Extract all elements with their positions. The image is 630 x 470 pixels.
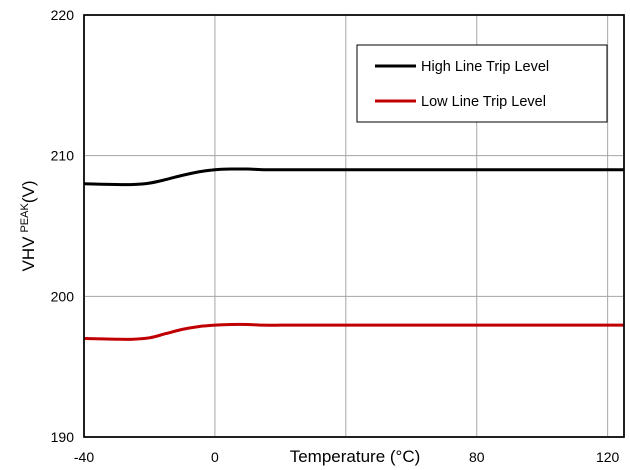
x-tick-label: -40 bbox=[74, 449, 94, 465]
y-tick-label: 220 bbox=[51, 7, 75, 23]
y-tick-label: 200 bbox=[51, 288, 75, 304]
legend-box bbox=[356, 44, 608, 123]
plot-border bbox=[83, 14, 625, 438]
x-tick-label: 0 bbox=[211, 449, 219, 465]
tick-labels: -40 0 80 120 190 200 210 220 bbox=[51, 7, 620, 465]
series-lines bbox=[83, 167, 624, 341]
x-tick-label: 80 bbox=[469, 449, 485, 465]
y-tick-label: 190 bbox=[51, 429, 75, 445]
legend-label-high-line: High Line Trip Level bbox=[421, 59, 549, 75]
y-axis-title-sub: PEAK bbox=[19, 203, 31, 233]
y-axis-title: VHV PEAK(V) bbox=[19, 181, 38, 272]
y-tick-label: 210 bbox=[51, 148, 75, 164]
series-line-high-line-trip-level bbox=[83, 167, 624, 187]
legend: High Line Trip Level Low Line Trip Level bbox=[356, 44, 608, 123]
y-axis-title-unit: (V) bbox=[19, 181, 38, 204]
x-tick-label: 120 bbox=[596, 449, 620, 465]
series-line-low-line-trip-level bbox=[83, 322, 624, 341]
y-axis-title-main: VHV bbox=[19, 236, 38, 272]
legend-label-low-line: Low Line Trip Level bbox=[421, 94, 546, 110]
x-axis-title: Temperature (°C) bbox=[290, 447, 421, 466]
